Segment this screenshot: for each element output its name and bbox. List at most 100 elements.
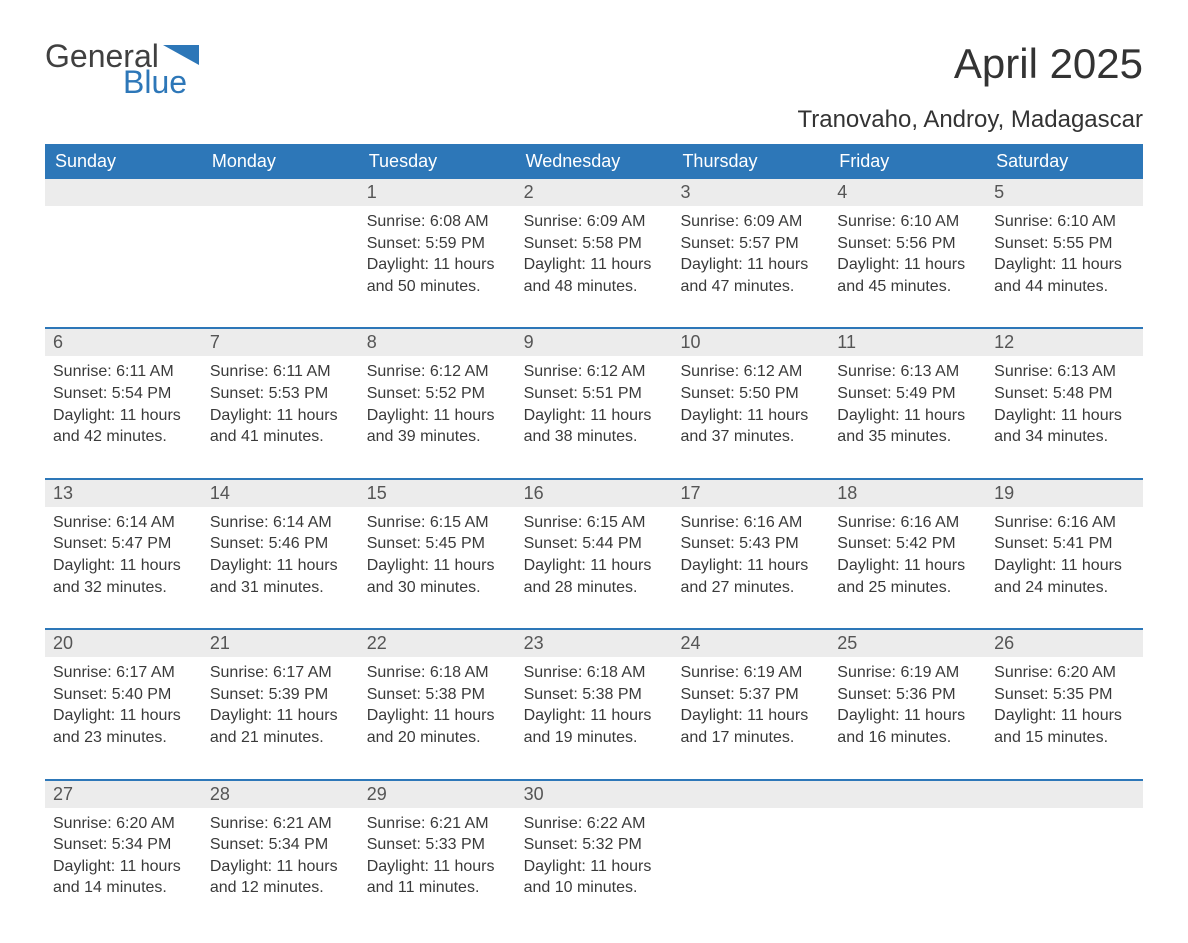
sunrise-line: Sunrise: 6:16 AM xyxy=(837,512,978,534)
day-number-30: 30 xyxy=(516,781,673,808)
sunset-line: Sunset: 5:45 PM xyxy=(367,533,508,555)
day-number-16: 16 xyxy=(516,480,673,507)
week-3-daynums: 13141516171819 xyxy=(45,478,1143,507)
week-2-content: Sunrise: 6:11 AMSunset: 5:54 PMDaylight:… xyxy=(45,356,1143,451)
week-2: 6789101112Sunrise: 6:11 AMSunset: 5:54 P… xyxy=(45,327,1143,451)
sunrise-line: Sunrise: 6:11 AM xyxy=(210,361,351,383)
day-content-11: Sunrise: 6:13 AMSunset: 5:49 PMDaylight:… xyxy=(829,356,986,451)
daylight-line: Daylight: 11 hours and 50 minutes. xyxy=(367,254,508,297)
day-number-27: 27 xyxy=(45,781,202,808)
week-3-content: Sunrise: 6:14 AMSunset: 5:47 PMDaylight:… xyxy=(45,507,1143,602)
day-content-23: Sunrise: 6:18 AMSunset: 5:38 PMDaylight:… xyxy=(516,657,673,752)
day-content-29: Sunrise: 6:21 AMSunset: 5:33 PMDaylight:… xyxy=(359,808,516,903)
day-content-13: Sunrise: 6:14 AMSunset: 5:47 PMDaylight:… xyxy=(45,507,202,602)
day-content-17: Sunrise: 6:16 AMSunset: 5:43 PMDaylight:… xyxy=(672,507,829,602)
day-number-1: 1 xyxy=(359,179,516,206)
sunrise-line: Sunrise: 6:12 AM xyxy=(680,361,821,383)
day-number-19: 19 xyxy=(986,480,1143,507)
day-number-22: 22 xyxy=(359,630,516,657)
daylight-line: Daylight: 11 hours and 24 minutes. xyxy=(994,555,1135,598)
sunrise-line: Sunrise: 6:14 AM xyxy=(53,512,194,534)
header: General Blue April 2025 Tranovaho, Andro… xyxy=(45,40,1143,134)
week-1-content: Sunrise: 6:08 AMSunset: 5:59 PMDaylight:… xyxy=(45,206,1143,301)
day-number-empty xyxy=(45,179,202,206)
day-content-30: Sunrise: 6:22 AMSunset: 5:32 PMDaylight:… xyxy=(516,808,673,903)
day-content-10: Sunrise: 6:12 AMSunset: 5:50 PMDaylight:… xyxy=(672,356,829,451)
day-header-monday: Monday xyxy=(202,144,359,179)
day-content-4: Sunrise: 6:10 AMSunset: 5:56 PMDaylight:… xyxy=(829,206,986,301)
day-content-18: Sunrise: 6:16 AMSunset: 5:42 PMDaylight:… xyxy=(829,507,986,602)
sunset-line: Sunset: 5:46 PM xyxy=(210,533,351,555)
day-content-6: Sunrise: 6:11 AMSunset: 5:54 PMDaylight:… xyxy=(45,356,202,451)
sunset-line: Sunset: 5:57 PM xyxy=(680,233,821,255)
sunset-line: Sunset: 5:42 PM xyxy=(837,533,978,555)
sunrise-line: Sunrise: 6:10 AM xyxy=(994,211,1135,233)
sunset-line: Sunset: 5:39 PM xyxy=(210,684,351,706)
day-number-29: 29 xyxy=(359,781,516,808)
day-content-24: Sunrise: 6:19 AMSunset: 5:37 PMDaylight:… xyxy=(672,657,829,752)
sunrise-line: Sunrise: 6:11 AM xyxy=(53,361,194,383)
sunrise-line: Sunrise: 6:21 AM xyxy=(367,813,508,835)
week-3: 13141516171819Sunrise: 6:14 AMSunset: 5:… xyxy=(45,478,1143,602)
day-content-empty xyxy=(829,808,986,903)
sunset-line: Sunset: 5:32 PM xyxy=(524,834,665,856)
sunrise-line: Sunrise: 6:13 AM xyxy=(994,361,1135,383)
week-1: 12345Sunrise: 6:08 AMSunset: 5:59 PMDayl… xyxy=(45,179,1143,301)
week-4-daynums: 20212223242526 xyxy=(45,628,1143,657)
daylight-line: Daylight: 11 hours and 42 minutes. xyxy=(53,405,194,448)
week-5: 27282930Sunrise: 6:20 AMSunset: 5:34 PMD… xyxy=(45,779,1143,903)
day-number-25: 25 xyxy=(829,630,986,657)
day-number-9: 9 xyxy=(516,329,673,356)
day-content-19: Sunrise: 6:16 AMSunset: 5:41 PMDaylight:… xyxy=(986,507,1143,602)
daylight-line: Daylight: 11 hours and 37 minutes. xyxy=(680,405,821,448)
sunset-line: Sunset: 5:38 PM xyxy=(524,684,665,706)
sunset-line: Sunset: 5:52 PM xyxy=(367,383,508,405)
day-content-empty xyxy=(672,808,829,903)
day-content-5: Sunrise: 6:10 AMSunset: 5:55 PMDaylight:… xyxy=(986,206,1143,301)
sunrise-line: Sunrise: 6:08 AM xyxy=(367,211,508,233)
sunrise-line: Sunrise: 6:10 AM xyxy=(837,211,978,233)
day-content-26: Sunrise: 6:20 AMSunset: 5:35 PMDaylight:… xyxy=(986,657,1143,752)
daylight-line: Daylight: 11 hours and 21 minutes. xyxy=(210,705,351,748)
sunrise-line: Sunrise: 6:20 AM xyxy=(53,813,194,835)
day-number-24: 24 xyxy=(672,630,829,657)
logo: General Blue xyxy=(45,40,199,98)
sunset-line: Sunset: 5:56 PM xyxy=(837,233,978,255)
daylight-line: Daylight: 11 hours and 32 minutes. xyxy=(53,555,194,598)
sunrise-line: Sunrise: 6:09 AM xyxy=(524,211,665,233)
calendar: SundayMondayTuesdayWednesdayThursdayFrid… xyxy=(45,144,1143,903)
day-content-21: Sunrise: 6:17 AMSunset: 5:39 PMDaylight:… xyxy=(202,657,359,752)
day-header-row: SundayMondayTuesdayWednesdayThursdayFrid… xyxy=(45,144,1143,179)
day-content-15: Sunrise: 6:15 AMSunset: 5:45 PMDaylight:… xyxy=(359,507,516,602)
day-content-7: Sunrise: 6:11 AMSunset: 5:53 PMDaylight:… xyxy=(202,356,359,451)
day-header-saturday: Saturday xyxy=(986,144,1143,179)
daylight-line: Daylight: 11 hours and 35 minutes. xyxy=(837,405,978,448)
day-number-empty xyxy=(829,781,986,808)
daylight-line: Daylight: 11 hours and 44 minutes. xyxy=(994,254,1135,297)
title-block: April 2025 Tranovaho, Androy, Madagascar xyxy=(797,40,1143,134)
day-number-7: 7 xyxy=(202,329,359,356)
daylight-line: Daylight: 11 hours and 11 minutes. xyxy=(367,856,508,899)
sunrise-line: Sunrise: 6:21 AM xyxy=(210,813,351,835)
day-number-21: 21 xyxy=(202,630,359,657)
location-text: Tranovaho, Androy, Madagascar xyxy=(797,106,1143,134)
sunset-line: Sunset: 5:36 PM xyxy=(837,684,978,706)
daylight-line: Daylight: 11 hours and 38 minutes. xyxy=(524,405,665,448)
day-number-26: 26 xyxy=(986,630,1143,657)
sunset-line: Sunset: 5:49 PM xyxy=(837,383,978,405)
daylight-line: Daylight: 11 hours and 45 minutes. xyxy=(837,254,978,297)
sunrise-line: Sunrise: 6:15 AM xyxy=(524,512,665,534)
sunset-line: Sunset: 5:51 PM xyxy=(524,383,665,405)
day-content-empty xyxy=(202,206,359,301)
day-content-2: Sunrise: 6:09 AMSunset: 5:58 PMDaylight:… xyxy=(516,206,673,301)
sunset-line: Sunset: 5:43 PM xyxy=(680,533,821,555)
sunset-line: Sunset: 5:58 PM xyxy=(524,233,665,255)
daylight-line: Daylight: 11 hours and 41 minutes. xyxy=(210,405,351,448)
day-number-18: 18 xyxy=(829,480,986,507)
day-content-empty xyxy=(986,808,1143,903)
day-content-empty xyxy=(45,206,202,301)
day-number-10: 10 xyxy=(672,329,829,356)
day-number-8: 8 xyxy=(359,329,516,356)
daylight-line: Daylight: 11 hours and 27 minutes. xyxy=(680,555,821,598)
day-number-13: 13 xyxy=(45,480,202,507)
